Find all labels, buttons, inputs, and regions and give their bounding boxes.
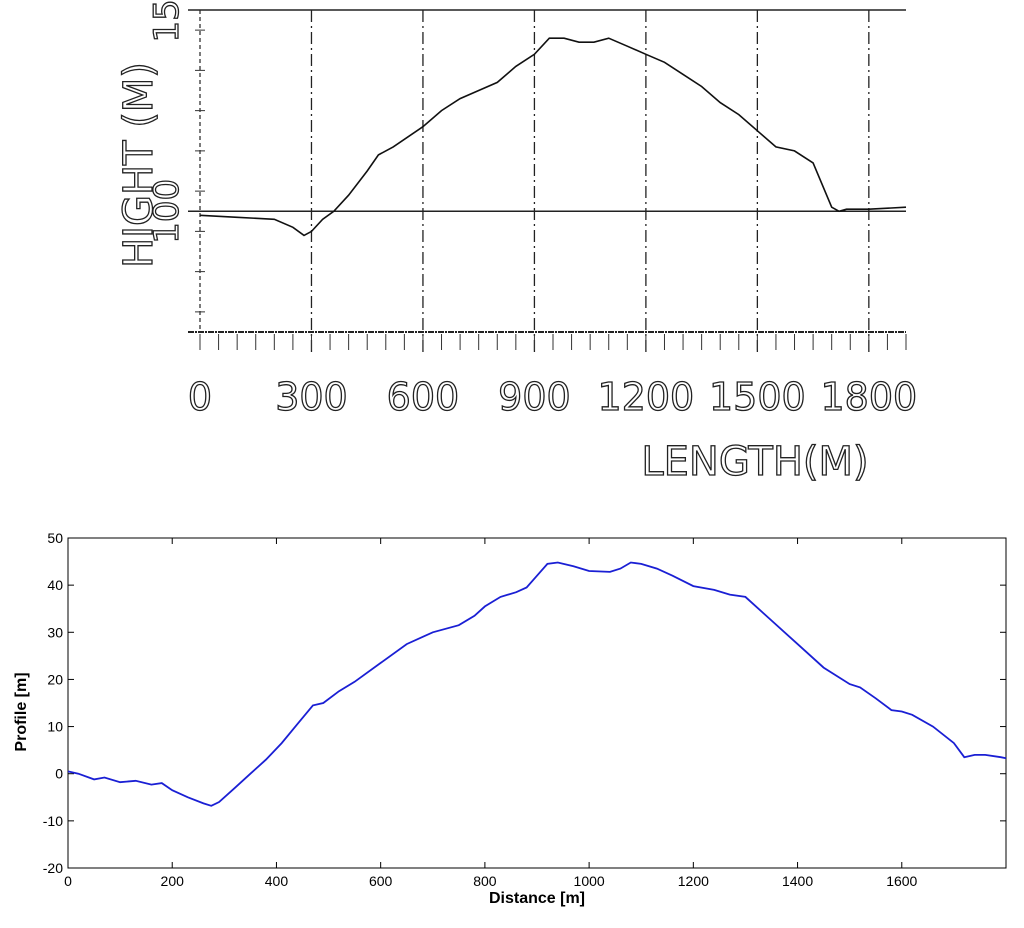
top-y-tick-label: 150 <box>147 0 187 42</box>
bottom-x-axis-label: Distance [m] <box>489 890 585 907</box>
bottom-y-tick-label: 10 <box>47 719 63 735</box>
bottom-x-tick-label: 1600 <box>886 873 917 889</box>
bottom-y-axis-label: Profile [m] <box>13 672 30 751</box>
bottom-y-tick-label: 0 <box>55 766 63 782</box>
bottom-y-tick-label: 20 <box>47 671 63 687</box>
bottom-y-tick-label: -20 <box>43 860 63 876</box>
bottom-x-tick-label: 0 <box>64 873 72 889</box>
bottom-y-tick-label: 30 <box>47 624 63 640</box>
bottom-y-tick-labels: -20 -10 0 10 20 30 40 50 <box>43 530 63 876</box>
top-x-tick-label: 300 <box>275 375 348 419</box>
top-y-tick-label: 100 <box>147 179 187 244</box>
bottom-profile-line <box>67 561 1007 807</box>
top-x-tick-label: 900 <box>498 375 571 419</box>
bottom-x-tick-label: 1000 <box>574 873 605 889</box>
top-x-tick-label: 1500 <box>709 375 806 419</box>
bottom-y-tick-label: 40 <box>47 577 63 593</box>
top-gridlines <box>188 9 906 354</box>
bottom-plot-frame <box>67 537 1007 869</box>
bottom-x-tick-label: 200 <box>161 873 185 889</box>
top-x-tick-label: 1200 <box>598 375 695 419</box>
profile-distance-chart: 0 200 400 600 800 1000 1200 1400 1600 -20 -10 0 10 2… <box>13 530 1007 907</box>
bottom-x-tick-label: 1400 <box>782 873 813 889</box>
top-y-axis-label: HIGHT (M) <box>116 62 162 268</box>
top-y-tick-labels: 100 150 <box>146 0 187 244</box>
bottom-x-tick-label: 400 <box>265 873 289 889</box>
top-profile-line <box>199 37 907 237</box>
bottom-y-tick-label: 50 <box>47 530 63 546</box>
top-x-tick-label: 600 <box>387 375 460 419</box>
bottom-x-tick-label: 1200 <box>678 873 709 889</box>
bottom-x-tick-label: 600 <box>369 873 393 889</box>
bottom-y-tick-label: -10 <box>43 813 63 829</box>
top-x-axis-label: LENGTH(M) <box>641 439 868 485</box>
bottom-x-tick-label: 800 <box>473 873 497 889</box>
bottom-x-tick-labels: 0 200 400 600 800 1000 1200 1400 1600 <box>64 873 917 889</box>
bottom-ticks <box>67 537 1006 869</box>
top-x-tick-label: 1800 <box>820 375 917 419</box>
top-ticks <box>195 29 907 350</box>
top-x-tick-label: 0 <box>188 375 212 419</box>
top-x-tick-labels: 0 300 600 900 1200 1500 1800 <box>187 374 918 419</box>
